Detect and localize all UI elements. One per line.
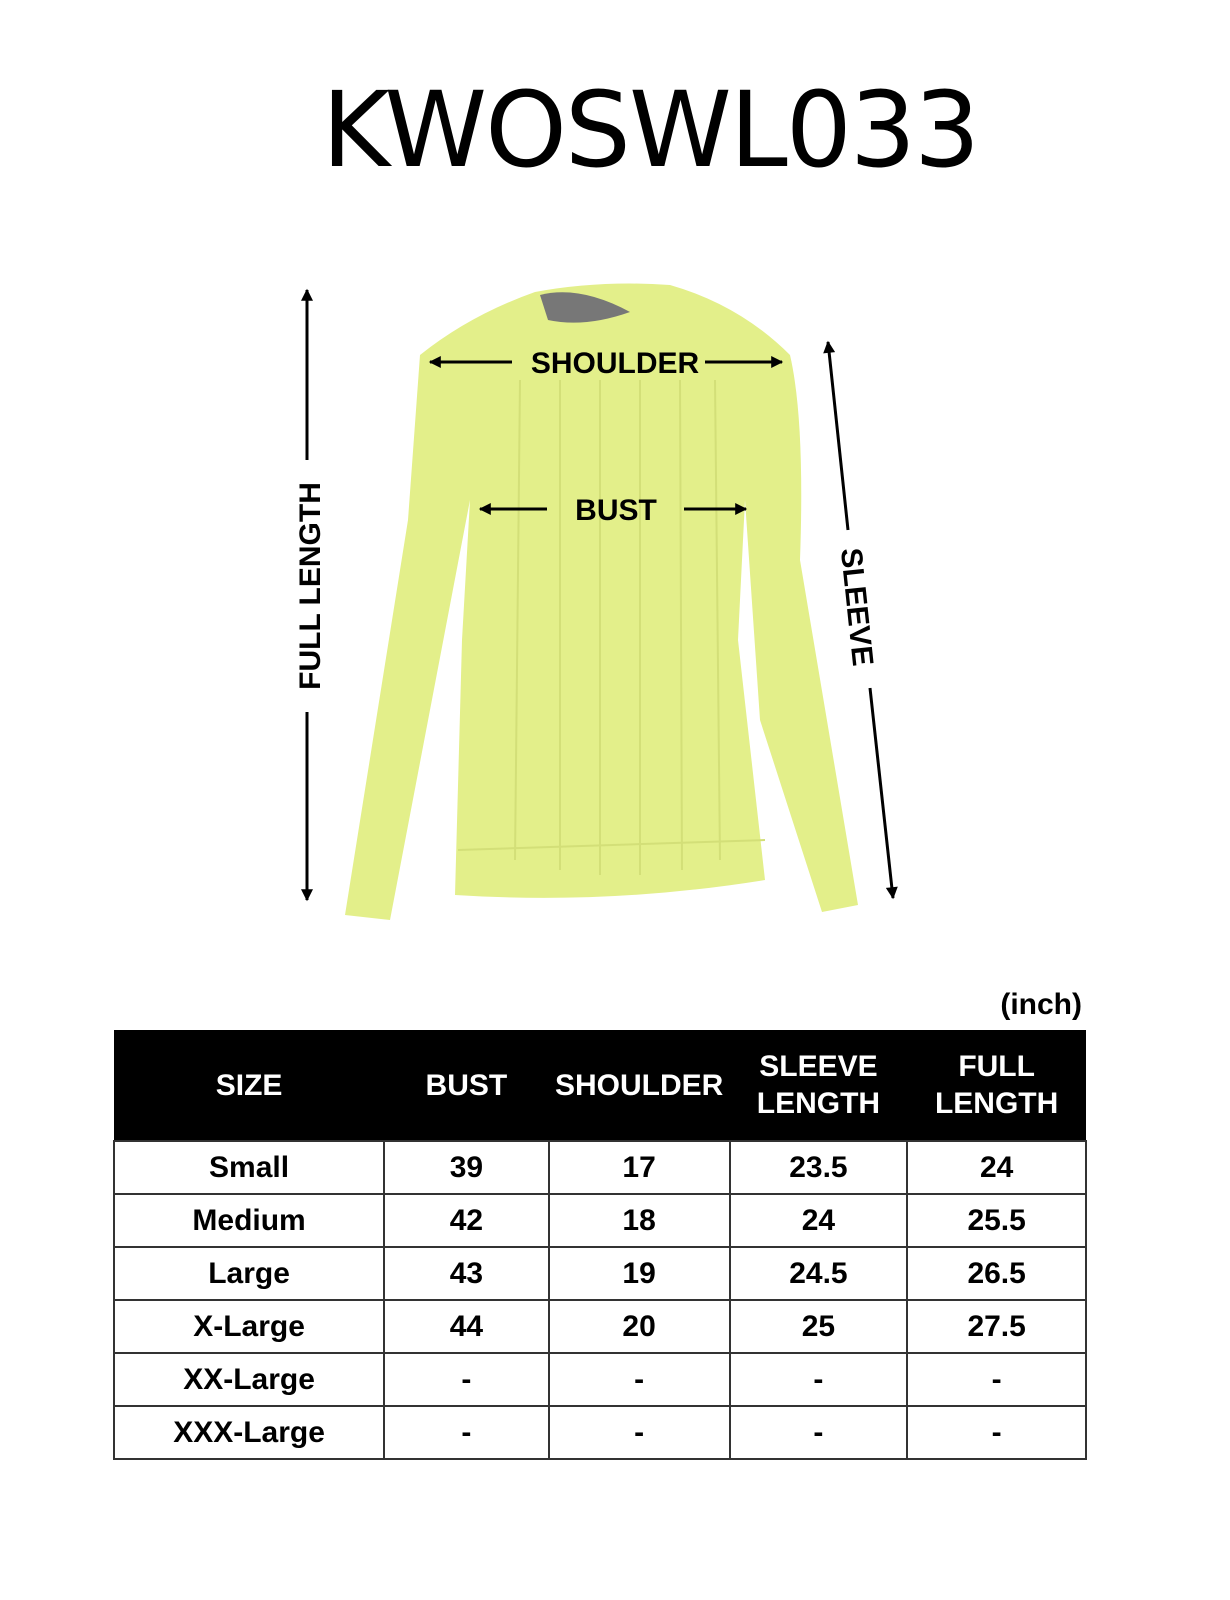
- measurement-cell: 24: [906, 1140, 1087, 1195]
- table-row: Medium 42 18 24 25.5: [112, 1193, 1087, 1248]
- shoulder-label: SHOULDER: [531, 347, 700, 380]
- column-header-line: FULL: [958, 1050, 1035, 1083]
- column-header: SHOULDER: [548, 1030, 730, 1141]
- measurement-cell: 44: [383, 1299, 550, 1354]
- table-row: XXX-Large - - - -: [112, 1405, 1087, 1460]
- sweater-image: [345, 283, 858, 920]
- column-header-line: LENGTH: [934, 1087, 1059, 1120]
- measurement-cell: 24: [728, 1193, 909, 1248]
- size-cell: X-Large: [112, 1299, 386, 1354]
- measurement-cell: 17: [547, 1140, 731, 1195]
- rib-lines: [457, 379, 766, 875]
- shoulder-measure: SHOULDER: [428, 347, 784, 380]
- measurement-cell: 23.5: [728, 1140, 909, 1195]
- measurement-cell: -: [547, 1352, 731, 1407]
- measurement-cell: 27.5: [906, 1299, 1087, 1354]
- bust-label: BUST: [575, 494, 657, 527]
- full-length-measure: FULL LENGTH: [294, 288, 327, 902]
- size-chart-table: SIZE BUST SHOULDER SLEEVE LENGTH FULL LENGTH S…: [112, 1030, 1087, 1460]
- measurement-cell: -: [547, 1405, 731, 1460]
- measurement-cell: 24.5: [728, 1246, 909, 1301]
- measurement-cell: -: [728, 1352, 909, 1407]
- table-row: Large 43 19 24.5 26.5: [112, 1246, 1087, 1301]
- size-cell: XXX-Large: [112, 1405, 386, 1460]
- column-header: SIZE: [114, 1030, 385, 1141]
- column-header-line: SHOULDER: [554, 1068, 724, 1102]
- measurement-cell: 25: [728, 1299, 909, 1354]
- column-header-line: BUST: [425, 1068, 508, 1102]
- column-header: SLEEVE LENGTH: [729, 1030, 908, 1141]
- measurement-cell: 42: [383, 1193, 550, 1248]
- unit-label: (inch): [1000, 988, 1082, 1021]
- size-cell: Small: [112, 1140, 386, 1195]
- measurement-cell: 43: [383, 1246, 550, 1301]
- measurement-cell: 18: [547, 1193, 731, 1248]
- measurement-cell: -: [906, 1352, 1087, 1407]
- sweater-neck-inner: [540, 292, 630, 323]
- table-row: Small 39 17 23.5 24: [112, 1140, 1087, 1195]
- full-length-label: FULL LENGTH: [294, 482, 327, 690]
- measurement-cell: 25.5: [906, 1193, 1087, 1248]
- size-cell: XX-Large: [112, 1352, 386, 1407]
- size-cell: Medium: [112, 1193, 386, 1248]
- column-header: BUST: [384, 1030, 549, 1141]
- sleeve-label: SLEEVE: [834, 546, 879, 667]
- measurement-cell: 26.5: [906, 1246, 1087, 1301]
- measurement-cell: -: [906, 1405, 1087, 1460]
- measurement-cell: 19: [547, 1246, 731, 1301]
- size-diagram: SHOULDER BUST FULL LENGTH SLEEVE: [294, 283, 898, 920]
- table-row: X-Large 44 20 25 27.5: [112, 1299, 1087, 1354]
- bust-measure: BUST: [478, 494, 748, 527]
- measurement-cell: 39: [383, 1140, 550, 1195]
- table-row: XX-Large - - - -: [112, 1352, 1087, 1407]
- measurement-cell: -: [728, 1405, 909, 1460]
- table-header-row: SIZE BUST SHOULDER SLEEVE LENGTH FULL LENGTH: [114, 1030, 1086, 1141]
- column-header-line: SIZE: [215, 1068, 283, 1102]
- column-header-line: SLEEVE: [759, 1050, 878, 1083]
- measurement-cell: -: [383, 1405, 550, 1460]
- column-header: FULL LENGTH: [907, 1030, 1086, 1141]
- column-header-line: LENGTH: [756, 1087, 881, 1120]
- product-code-title: KWOSWL033: [321, 69, 980, 191]
- measurement-cell: 20: [547, 1299, 731, 1354]
- measurement-cell: -: [383, 1352, 550, 1407]
- size-cell: Large: [112, 1246, 386, 1301]
